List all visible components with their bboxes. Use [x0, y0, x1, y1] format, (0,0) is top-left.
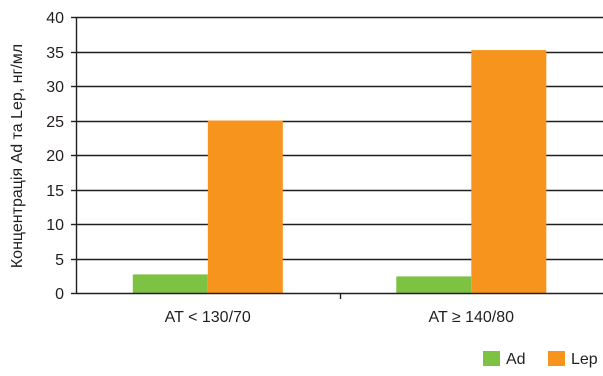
bars — [132, 50, 547, 293]
y-tick-label: 25 — [46, 114, 64, 131]
legend-swatch-ad — [483, 351, 500, 366]
y-tick-label: 15 — [46, 183, 64, 200]
x-category-label: AT ≥ 140/80 — [428, 309, 514, 326]
x-category-labels: AT < 130/70 AT ≥ 140/80 — [165, 309, 514, 326]
y-tick-label: 20 — [46, 148, 64, 165]
y-axis-title: Концентрація Ad та Lep, нг/мл — [9, 44, 26, 268]
y-tick-label: 35 — [46, 45, 64, 62]
y-tick-label: 40 — [46, 10, 64, 27]
gridlines — [76, 16, 603, 261]
x-category-label: AT < 130/70 — [165, 309, 251, 326]
legend-label-lep: Lep — [571, 351, 598, 368]
y-tick-labels: 0 5 10 15 20 25 30 35 40 — [46, 10, 64, 303]
legend-swatch-lep — [548, 351, 565, 366]
bar-lep — [207, 120, 283, 293]
axes — [71, 16, 603, 299]
y-tick-label: 10 — [46, 217, 64, 234]
y-tick-label: 30 — [46, 79, 64, 96]
legend: Ad Lep — [483, 351, 598, 368]
y-tick-label: 0 — [55, 286, 64, 303]
bar-lep — [471, 50, 547, 293]
bar-ad — [396, 276, 472, 293]
y-tick-label: 5 — [55, 252, 64, 269]
bar-ad — [132, 274, 208, 293]
legend-label-ad: Ad — [506, 351, 526, 368]
